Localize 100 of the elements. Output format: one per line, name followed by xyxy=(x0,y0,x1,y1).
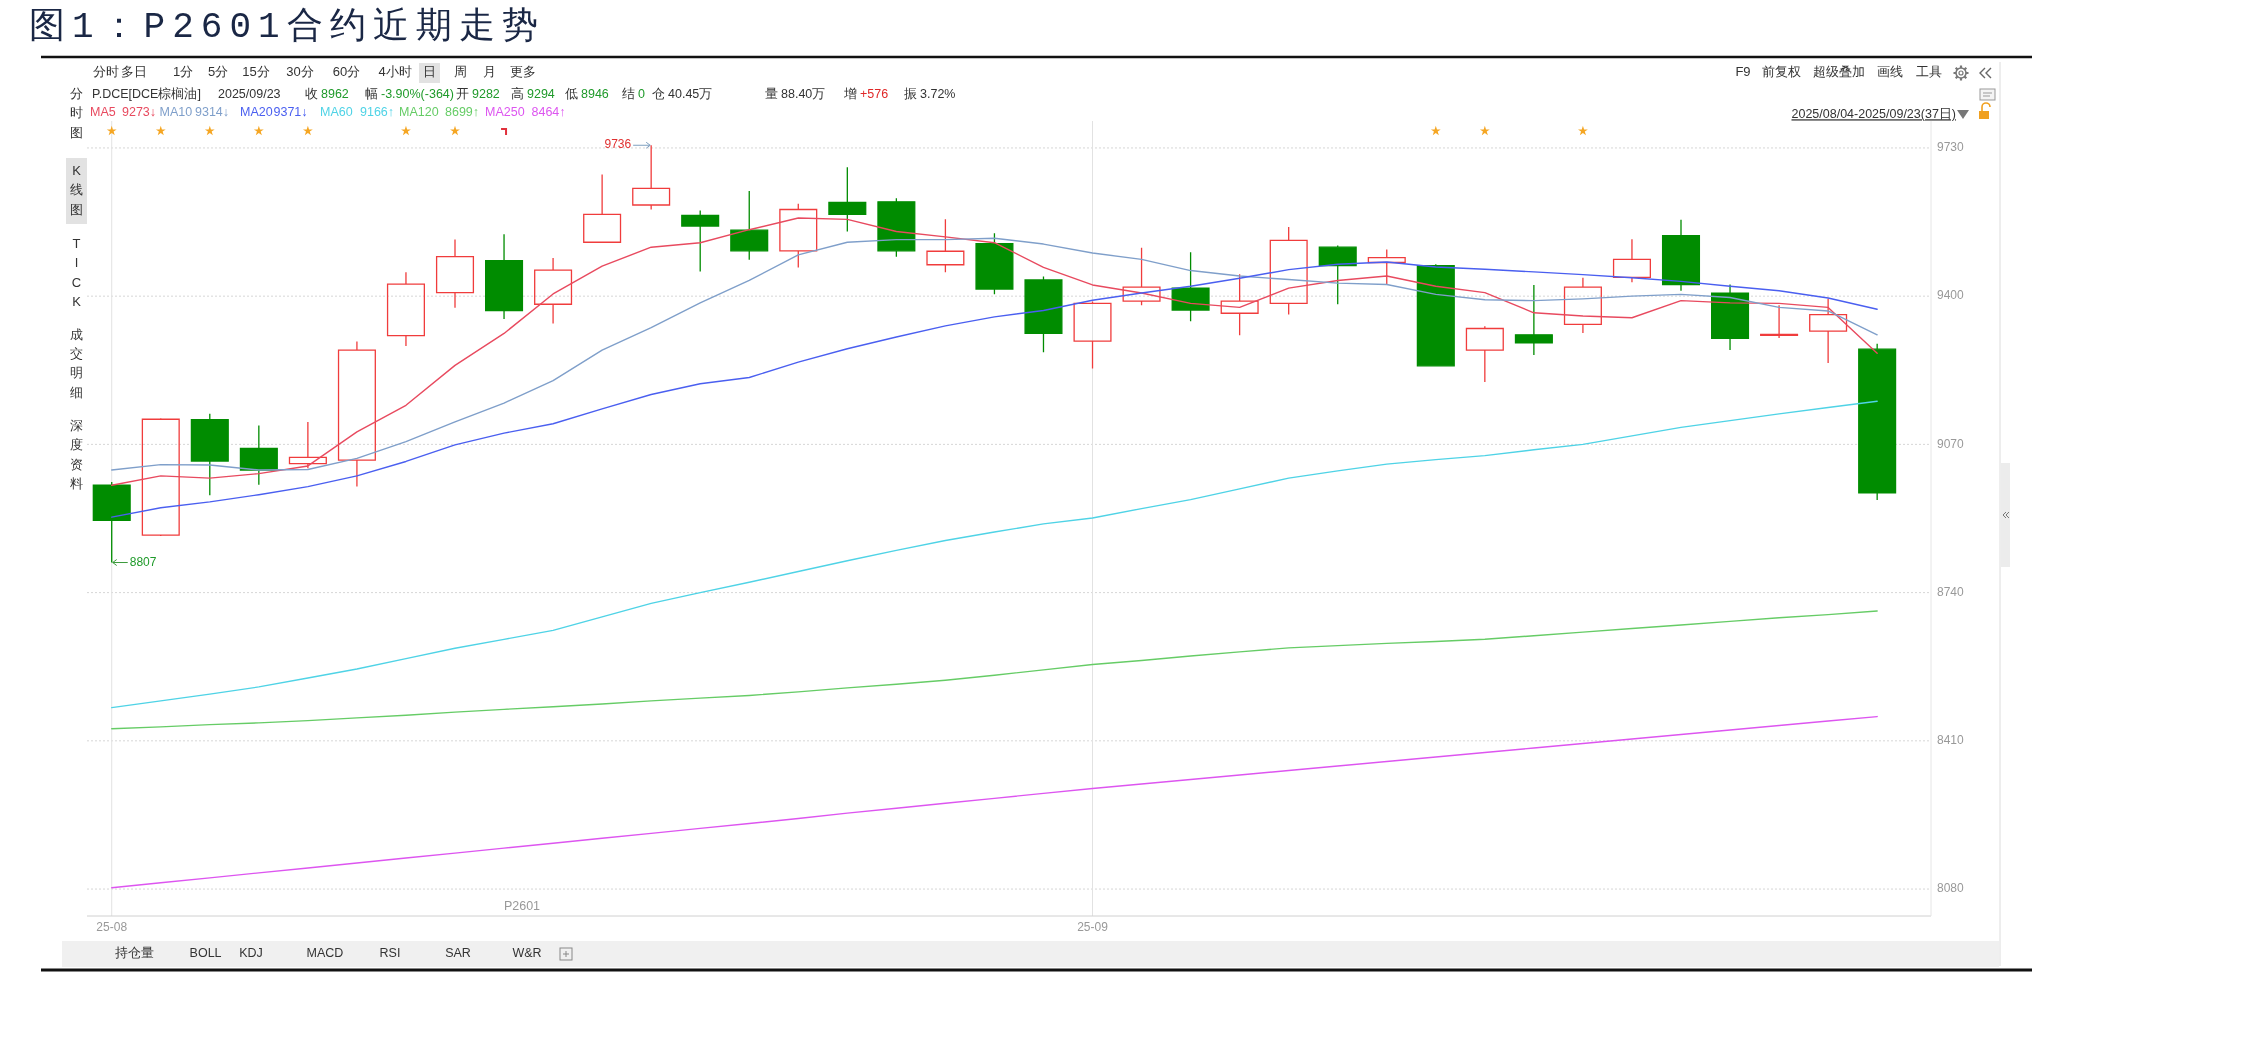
x-tick-label: 25-09 xyxy=(1077,920,1109,935)
text: K线图 xyxy=(70,163,83,218)
x-tick-label: 25-08 xyxy=(96,920,128,935)
text: 深度资料 xyxy=(70,418,83,492)
text: F9 xyxy=(1735,64,1751,80)
text: 9371↓ xyxy=(273,105,308,120)
candlestick xyxy=(1858,343,1897,501)
text: RSI xyxy=(379,946,401,961)
y-tick-label: 9070 xyxy=(1937,436,1965,451)
text: MA60 xyxy=(320,105,353,120)
text: 1分 xyxy=(172,64,194,80)
candlestick xyxy=(877,197,916,258)
candlestick xyxy=(288,421,327,469)
text: 2025/09/23 xyxy=(218,87,281,102)
candlestick xyxy=(1220,273,1259,336)
text: 成交明细 xyxy=(70,326,83,401)
line-series xyxy=(111,610,1878,730)
chart-title: 图1：P2601合约近期走势 xyxy=(29,6,545,48)
line-series xyxy=(111,261,1878,518)
candlestick xyxy=(632,144,671,211)
candlestick xyxy=(1760,304,1799,339)
annotation: P2601 xyxy=(503,899,541,914)
candlestick xyxy=(337,340,376,488)
text: MA120 xyxy=(399,105,439,120)
text: 振 3.72% xyxy=(904,87,956,102)
text: 9166↑ xyxy=(360,105,395,120)
text: 多日 xyxy=(121,64,147,80)
candlestick xyxy=(386,271,425,347)
candlestick xyxy=(1612,238,1651,283)
text: 周 xyxy=(453,64,467,80)
y-tick-label: 9730 xyxy=(1937,140,1965,155)
text: 前复权 xyxy=(1761,64,1801,80)
candlestick xyxy=(435,238,475,309)
text: SAR xyxy=(445,946,471,961)
text: MA250 xyxy=(485,105,525,120)
text: 超级叠加 xyxy=(1812,64,1865,80)
text: 持仓量 xyxy=(114,946,154,961)
line-series xyxy=(111,400,1878,709)
text: 4小时 xyxy=(378,64,412,80)
text: 5分 xyxy=(207,64,229,80)
text: 分时 xyxy=(93,64,119,80)
text: 幅 -3.90%(-364) xyxy=(365,87,454,102)
text: P.DCE[DCE棕榈油] xyxy=(92,87,201,102)
text: 高 9294 xyxy=(511,86,555,102)
candlestick xyxy=(1318,244,1357,305)
text: 画线 xyxy=(1877,64,1903,80)
candlestick xyxy=(1563,277,1602,334)
line-series xyxy=(111,715,1878,889)
candlestick xyxy=(828,166,867,233)
text: 月 xyxy=(482,64,496,80)
text: 60分 xyxy=(332,64,361,80)
candlestick xyxy=(730,190,769,261)
candlestick xyxy=(141,417,180,537)
text: 量 88.40万 xyxy=(765,87,826,102)
annotation: 9736 xyxy=(604,137,632,152)
text: 更多 xyxy=(510,64,536,80)
candlestick xyxy=(239,424,278,486)
text: BOLL xyxy=(189,946,222,961)
candlestick xyxy=(485,233,524,320)
y-tick-label: 8410 xyxy=(1937,733,1965,747)
candlestick xyxy=(1661,219,1701,292)
text: 增 +576 xyxy=(843,87,889,102)
candlestick xyxy=(926,218,965,274)
text: 低 8946 xyxy=(565,87,609,102)
candlestick xyxy=(1171,251,1210,322)
y-tick-label: 8080 xyxy=(1937,881,1965,896)
y-tick-label: 8740 xyxy=(1937,584,1965,599)
text: MACD xyxy=(306,946,344,961)
text: 9314↓ xyxy=(195,105,230,120)
text: 8464↑ xyxy=(531,105,566,120)
text: MA10 xyxy=(159,105,193,120)
candlestick xyxy=(1024,275,1063,353)
candlestick xyxy=(92,481,131,564)
text: MA20 xyxy=(240,105,273,120)
candlestick xyxy=(190,413,229,496)
text: 30分 xyxy=(286,64,314,80)
text: 收 8962 xyxy=(305,87,349,102)
candlestick xyxy=(1711,283,1750,351)
text: MA5 xyxy=(90,105,116,120)
annotation: 8807 xyxy=(129,554,157,569)
candlestick xyxy=(975,232,1014,296)
candlestick xyxy=(1465,325,1504,383)
candlestick xyxy=(779,202,818,269)
candlestick xyxy=(681,209,720,273)
candlestick xyxy=(1514,284,1553,356)
text: 8699↑ xyxy=(445,105,480,120)
text: 分时图 xyxy=(70,86,83,141)
text: 15分 xyxy=(242,64,270,80)
candlestick xyxy=(534,257,573,325)
candlestick xyxy=(1073,300,1112,370)
text: TICK xyxy=(71,236,82,310)
candlestick xyxy=(1269,226,1308,316)
candlestick xyxy=(1809,298,1848,364)
annotation: 2025/08/04-2025/09/23(37日) xyxy=(1791,107,1956,122)
candlestick xyxy=(1122,247,1161,306)
text: 工具 xyxy=(1915,64,1942,80)
text: 9273↓ xyxy=(122,105,157,120)
text: 开 9282 xyxy=(456,87,500,102)
candlestick xyxy=(1416,263,1455,367)
text: KDJ xyxy=(239,946,263,961)
